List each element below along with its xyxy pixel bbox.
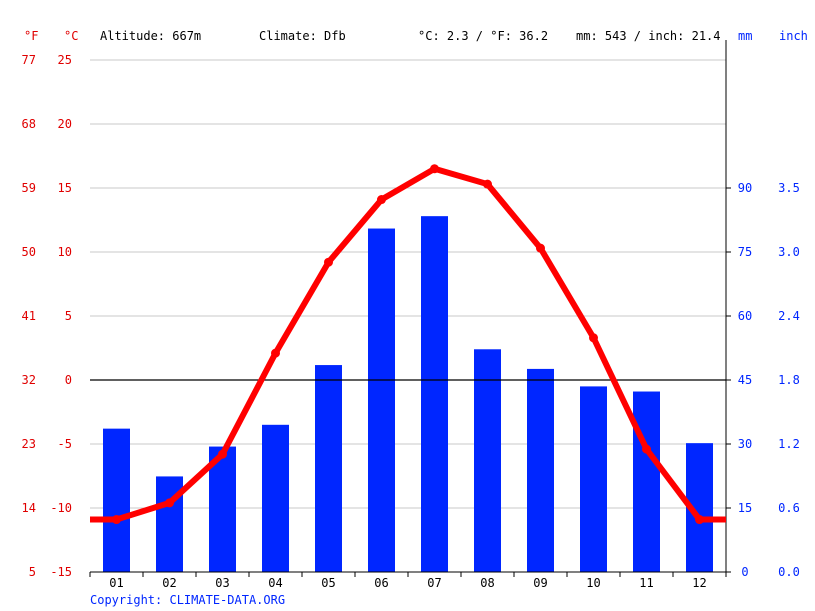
mm-tick-label: 15 [738, 501, 752, 515]
month-label: 05 [321, 576, 335, 590]
month-label: 06 [374, 576, 388, 590]
temperature-point [112, 515, 121, 525]
celsius-tick-label: 10 [58, 245, 72, 259]
temperature-average-label: °C: 2.3 / °F: 36.2 [418, 29, 548, 43]
fahrenheit-tick-label: 68 [22, 117, 36, 131]
mm-tick-label: 0 [741, 565, 748, 579]
mm-unit-label: mm [738, 29, 752, 43]
celsius-tick-label: 20 [58, 117, 72, 131]
temperature-line [90, 165, 726, 523]
inch-tick-label: 0.6 [778, 501, 800, 515]
celsius-tick-label: 15 [58, 181, 72, 195]
fahrenheit-tick-label: 50 [22, 245, 36, 259]
fahrenheit-tick-label: 77 [22, 53, 36, 67]
temperature-point [642, 444, 651, 454]
temperature-point [430, 164, 439, 174]
inch-tick-label: 3.0 [778, 245, 800, 259]
precipitation-bar [633, 391, 660, 572]
temperature-point [483, 179, 492, 189]
precipitation-bar [103, 428, 130, 572]
mm-tick-label: 60 [738, 309, 752, 323]
copyright-link[interactable]: Copyright: CLIMATE-DATA.ORG [90, 593, 285, 607]
temperature-point [324, 257, 333, 267]
celsius-unit-label: °C [64, 29, 78, 43]
precipitation-bar [474, 349, 501, 572]
fahrenheit-tick-label: 41 [22, 309, 36, 323]
precipitation-bar [527, 368, 554, 572]
inch-tick-label: 2.4 [778, 309, 800, 323]
temperature-point [218, 449, 227, 459]
celsius-tick-label: 0 [65, 373, 72, 387]
inch-unit-label: inch [779, 29, 808, 43]
precipitation-bars [103, 216, 713, 573]
temperature-line-group [90, 164, 726, 525]
altitude-label: Altitude: 667m [100, 29, 201, 43]
precipitation-bar [580, 386, 607, 572]
month-label: 12 [692, 576, 706, 590]
grid-lines [90, 59, 726, 509]
inch-tick-label: 3.5 [778, 181, 800, 195]
month-label: 10 [586, 576, 600, 590]
celsius-tick-label: -5 [58, 437, 72, 451]
celsius-tick-label: 25 [58, 53, 72, 67]
temperature-point [589, 333, 598, 343]
celsius-tick-label: -15 [50, 565, 72, 579]
fahrenheit-tick-label: 14 [22, 501, 36, 515]
month-label: 04 [268, 576, 282, 590]
fahrenheit-tick-label: 5 [29, 565, 36, 579]
precipitation-bar [368, 228, 395, 573]
month-label: 11 [639, 576, 653, 590]
mm-tick-label: 45 [738, 373, 752, 387]
precipitation-bar [262, 424, 289, 572]
precipitation-bar [315, 365, 342, 572]
precipitation-bar [421, 216, 448, 572]
precipitation-bar [209, 446, 236, 572]
inch-tick-label: 0.0 [778, 565, 800, 579]
celsius-tick-label: -10 [50, 501, 72, 515]
temperature-point [165, 498, 174, 508]
precipitation-total-label: mm: 543 / inch: 21.4 [576, 29, 721, 43]
month-label: 09 [533, 576, 547, 590]
temperature-point [536, 243, 545, 253]
inch-tick-label: 1.8 [778, 373, 800, 387]
temperature-point [377, 195, 386, 205]
celsius-tick-label: 5 [65, 309, 72, 323]
month-label: 03 [215, 576, 229, 590]
fahrenheit-unit-label: °F [24, 29, 38, 43]
climate-label: Climate: Dfb [259, 29, 346, 43]
mm-tick-label: 30 [738, 437, 752, 451]
month-label: 07 [427, 576, 441, 590]
fahrenheit-tick-label: 32 [22, 373, 36, 387]
month-label: 02 [162, 576, 176, 590]
mm-tick-label: 75 [738, 245, 752, 259]
mm-tick-label: 90 [738, 181, 752, 195]
inch-tick-label: 1.2 [778, 437, 800, 451]
month-label: 08 [480, 576, 494, 590]
temperature-point [695, 515, 704, 525]
fahrenheit-tick-label: 59 [22, 181, 36, 195]
month-label: 01 [109, 576, 123, 590]
axes [89, 40, 731, 577]
fahrenheit-tick-label: 23 [22, 437, 36, 451]
temperature-point [271, 348, 280, 358]
